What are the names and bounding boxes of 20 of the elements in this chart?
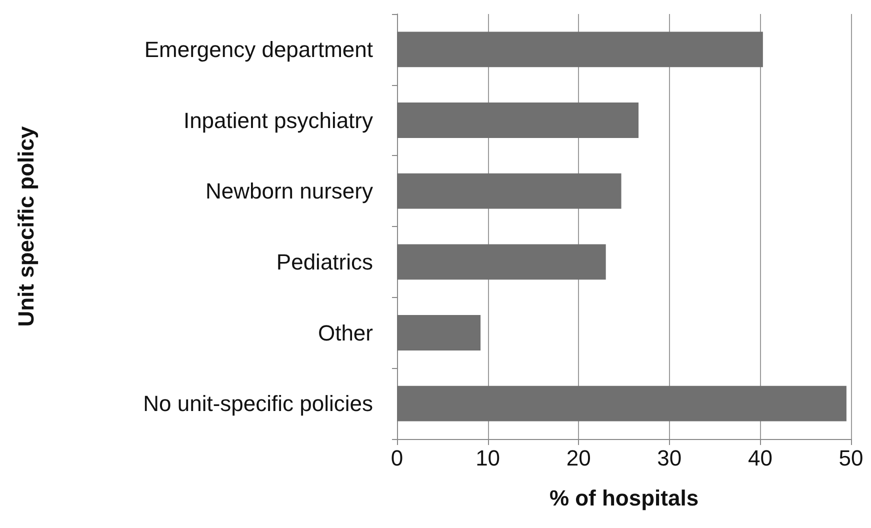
bar	[397, 32, 763, 68]
y-tick-label: Pediatrics	[276, 249, 373, 274]
y-tick-label: Newborn nursery	[205, 178, 373, 204]
x-tick-label: 30	[657, 446, 682, 470]
y-tick-label: Emergency department	[144, 36, 373, 62]
bar	[397, 315, 481, 350]
x-tick-label: 0	[390, 446, 404, 470]
x-tick-label: 50	[838, 446, 864, 470]
x-axis-title: % of hospitals	[549, 486, 699, 510]
bar	[397, 386, 846, 422]
x-tick-label: 40	[748, 446, 772, 470]
y-axis-title: Unit specific policy	[14, 125, 38, 327]
y-tick-label: Other	[318, 320, 373, 346]
x-tick-label: 10	[476, 446, 500, 470]
x-tick-label: 20	[566, 446, 591, 470]
y-tick-label: No unit-specific policies	[143, 391, 373, 416]
bar	[397, 102, 639, 138]
y-tick-label: Inpatient psychiatry	[183, 108, 373, 133]
bar	[397, 173, 622, 209]
bar	[397, 244, 606, 280]
